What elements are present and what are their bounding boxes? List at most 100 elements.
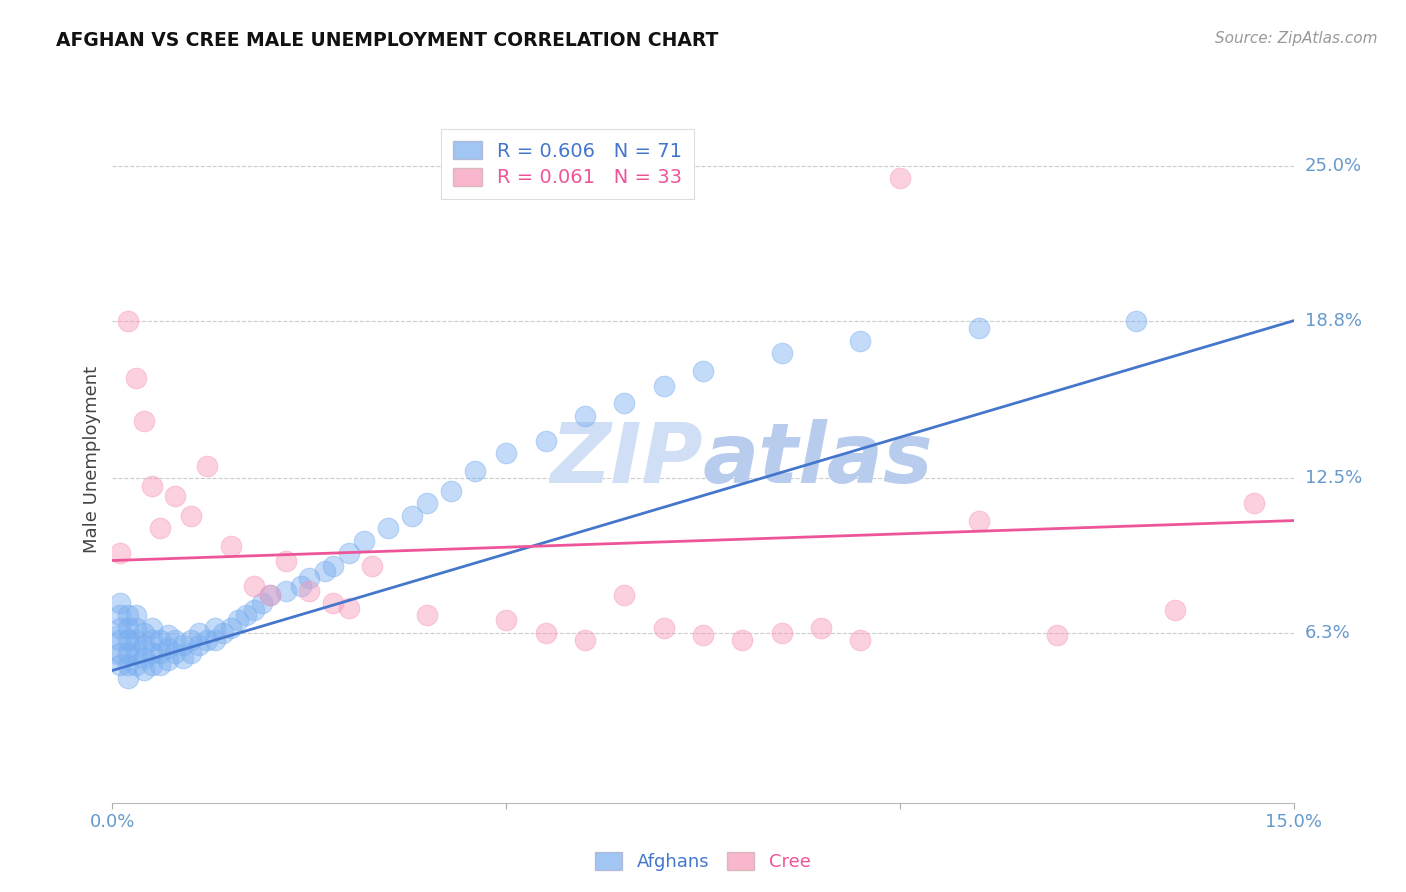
Point bbox=[401, 508, 423, 523]
Point bbox=[228, 614, 250, 628]
Point bbox=[172, 651, 194, 665]
Point bbox=[211, 626, 233, 640]
Point bbox=[180, 508, 202, 523]
Point bbox=[141, 621, 163, 635]
Point bbox=[235, 608, 257, 623]
Point bbox=[361, 558, 384, 573]
Point bbox=[110, 633, 132, 648]
Point bbox=[849, 633, 872, 648]
Point bbox=[125, 633, 148, 648]
Point bbox=[495, 446, 517, 460]
Point bbox=[416, 496, 439, 510]
Point bbox=[259, 589, 281, 603]
Point bbox=[849, 334, 872, 348]
Point bbox=[132, 639, 155, 653]
Point bbox=[141, 478, 163, 492]
Point bbox=[110, 639, 132, 653]
Point bbox=[125, 371, 148, 385]
Point bbox=[110, 646, 132, 660]
Point bbox=[322, 596, 344, 610]
Point bbox=[125, 621, 148, 635]
Point bbox=[574, 409, 596, 423]
Point bbox=[149, 633, 172, 648]
Text: 6.3%: 6.3% bbox=[1305, 624, 1350, 642]
Point bbox=[967, 321, 990, 335]
Point bbox=[534, 434, 557, 448]
Point bbox=[110, 608, 132, 623]
Point bbox=[250, 596, 273, 610]
Point bbox=[141, 658, 163, 673]
Point bbox=[298, 583, 321, 598]
Point bbox=[165, 489, 187, 503]
Point bbox=[195, 633, 218, 648]
Point bbox=[149, 521, 172, 535]
Point bbox=[298, 571, 321, 585]
Point bbox=[692, 628, 714, 642]
Y-axis label: Male Unemployment: Male Unemployment bbox=[83, 366, 101, 553]
Legend: Afghans, Cree: Afghans, Cree bbox=[588, 846, 818, 879]
Point bbox=[613, 589, 636, 603]
Point bbox=[440, 483, 463, 498]
Point bbox=[1046, 628, 1069, 642]
Point bbox=[132, 651, 155, 665]
Point bbox=[132, 626, 155, 640]
Point bbox=[132, 414, 155, 428]
Point bbox=[125, 658, 148, 673]
Point bbox=[1243, 496, 1265, 510]
Point bbox=[1164, 603, 1187, 617]
Text: atlas: atlas bbox=[703, 419, 934, 500]
Text: 25.0%: 25.0% bbox=[1305, 157, 1362, 175]
Point bbox=[132, 664, 155, 678]
Point bbox=[188, 639, 211, 653]
Text: Source: ZipAtlas.com: Source: ZipAtlas.com bbox=[1215, 31, 1378, 46]
Legend: R = 0.606   N = 71, R = 0.061   N = 33: R = 0.606 N = 71, R = 0.061 N = 33 bbox=[441, 129, 695, 199]
Point bbox=[652, 378, 675, 392]
Point bbox=[141, 633, 163, 648]
Point bbox=[180, 633, 202, 648]
Point bbox=[110, 658, 132, 673]
Point bbox=[290, 578, 312, 592]
Point bbox=[464, 464, 486, 478]
Point bbox=[180, 646, 202, 660]
Point bbox=[731, 633, 754, 648]
Point bbox=[110, 596, 132, 610]
Point bbox=[243, 578, 266, 592]
Point bbox=[117, 314, 139, 328]
Point bbox=[274, 553, 297, 567]
Point bbox=[274, 583, 297, 598]
Point bbox=[204, 633, 226, 648]
Point bbox=[125, 646, 148, 660]
Point bbox=[337, 546, 360, 560]
Point bbox=[172, 639, 194, 653]
Point bbox=[165, 633, 187, 648]
Point bbox=[117, 608, 139, 623]
Point bbox=[337, 601, 360, 615]
Point bbox=[195, 458, 218, 473]
Text: 18.8%: 18.8% bbox=[1305, 312, 1361, 330]
Point bbox=[117, 633, 139, 648]
Point bbox=[149, 646, 172, 660]
Point bbox=[156, 640, 179, 655]
Point bbox=[117, 671, 139, 685]
Point bbox=[770, 626, 793, 640]
Point bbox=[117, 646, 139, 660]
Point bbox=[110, 546, 132, 560]
Point bbox=[770, 346, 793, 360]
Point bbox=[125, 608, 148, 623]
Point bbox=[259, 589, 281, 603]
Point bbox=[810, 621, 832, 635]
Point bbox=[219, 621, 242, 635]
Point bbox=[204, 621, 226, 635]
Point bbox=[534, 626, 557, 640]
Point bbox=[141, 646, 163, 660]
Point bbox=[416, 608, 439, 623]
Point bbox=[156, 628, 179, 642]
Text: AFGHAN VS CREE MALE UNEMPLOYMENT CORRELATION CHART: AFGHAN VS CREE MALE UNEMPLOYMENT CORRELA… bbox=[56, 31, 718, 50]
Point bbox=[1125, 314, 1147, 328]
Point bbox=[353, 533, 375, 548]
Point bbox=[219, 539, 242, 553]
Point bbox=[165, 646, 187, 660]
Point bbox=[117, 658, 139, 673]
Text: 12.5%: 12.5% bbox=[1305, 469, 1362, 487]
Point bbox=[314, 564, 336, 578]
